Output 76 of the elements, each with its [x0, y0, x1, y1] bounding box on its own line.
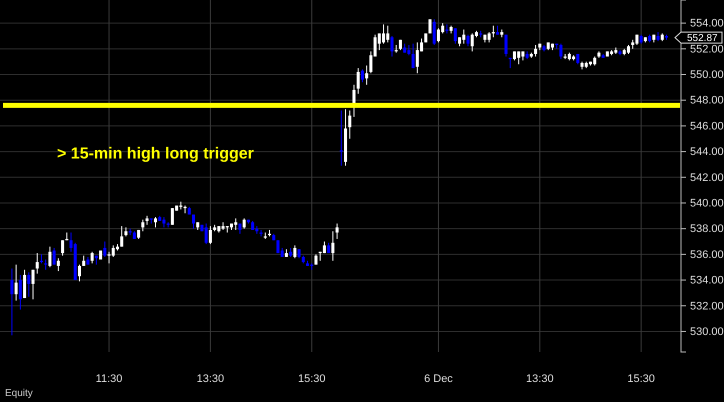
candlestick [428, 18, 432, 34]
candlestick [32, 269, 35, 300]
x-tick-label: 15:30 [298, 372, 326, 385]
candlestick [61, 240, 64, 256]
candlestick [492, 25, 495, 38]
candlestick [170, 208, 174, 226]
candlestick [90, 251, 94, 264]
candlestick [162, 216, 166, 228]
candlestick [360, 68, 364, 83]
candlestick [488, 32, 491, 43]
candlestick [382, 24, 386, 44]
candlestick [242, 218, 246, 230]
candlestick [48, 246, 52, 268]
candlestick [356, 68, 360, 94]
y-tick-label: 542.00 [690, 172, 724, 184]
x-tick-label: 13:30 [196, 372, 224, 385]
candlestick [331, 230, 334, 262]
candlestick [407, 44, 410, 56]
candlestick [276, 240, 280, 254]
candlestick [517, 50, 520, 65]
candlestick [386, 25, 390, 43]
candlestick [52, 247, 56, 266]
y-tick-label: 554.00 [690, 18, 724, 30]
candlestick [82, 255, 86, 266]
candlestick [141, 219, 144, 232]
candlestick [23, 269, 26, 299]
candlestick [238, 223, 242, 234]
candlestick [466, 34, 470, 47]
candlestick [103, 241, 106, 258]
candlestick [534, 44, 538, 58]
x-tick-label: 6 Dec [424, 372, 454, 385]
candlestick [416, 42, 419, 74]
y-tick-label: 536.00 [690, 248, 724, 261]
candlestick [27, 272, 30, 298]
candlestick [18, 274, 22, 310]
y-tick-label: 546.00 [690, 120, 724, 132]
y-tick-label: 540.00 [690, 198, 724, 210]
y-tick-label: 534.00 [690, 274, 724, 287]
y-tick-label: 544.00 [690, 146, 724, 158]
candlestick [454, 28, 457, 44]
candlestick [635, 34, 638, 46]
candlestick [348, 110, 352, 140]
candlestick [78, 264, 81, 282]
candlestick [208, 226, 212, 245]
candlestick [10, 268, 14, 336]
candlestick [559, 43, 562, 60]
y-tick-label: 530.00 [690, 326, 724, 338]
candlestick [192, 214, 196, 230]
candlestick [120, 226, 124, 248]
ref-line-label: > 15-min high long trigger [57, 145, 254, 162]
candlestick [36, 252, 39, 274]
candlestick [56, 258, 60, 272]
y-tick-label: 550.00 [690, 69, 724, 82]
candlestick [112, 244, 115, 258]
candlestick [432, 18, 436, 46]
candlestick [470, 32, 474, 52]
candlestick [293, 244, 296, 259]
text: 552.87 [687, 33, 718, 44]
candlestick [412, 43, 415, 69]
candlestick [365, 65, 368, 86]
candlestick [336, 223, 339, 240]
candlestick [436, 28, 440, 43]
x-tick-label: 11:30 [96, 372, 122, 385]
y-tick-label: 552.00 [690, 43, 724, 56]
candlestick [462, 29, 466, 44]
candlestick [504, 34, 508, 58]
x-tick-label: 15:30 [627, 372, 655, 385]
x-tick-label: 13:30 [526, 372, 554, 385]
candlestick [14, 264, 18, 302]
text: Equity [5, 388, 33, 399]
candlestick [234, 218, 238, 230]
y-tick-label: 532.00 [690, 300, 724, 312]
candlestick [204, 223, 208, 245]
y-tick-label: 548.00 [690, 94, 724, 107]
y-tick-label: 538.00 [690, 223, 724, 236]
candlestick [390, 35, 394, 58]
